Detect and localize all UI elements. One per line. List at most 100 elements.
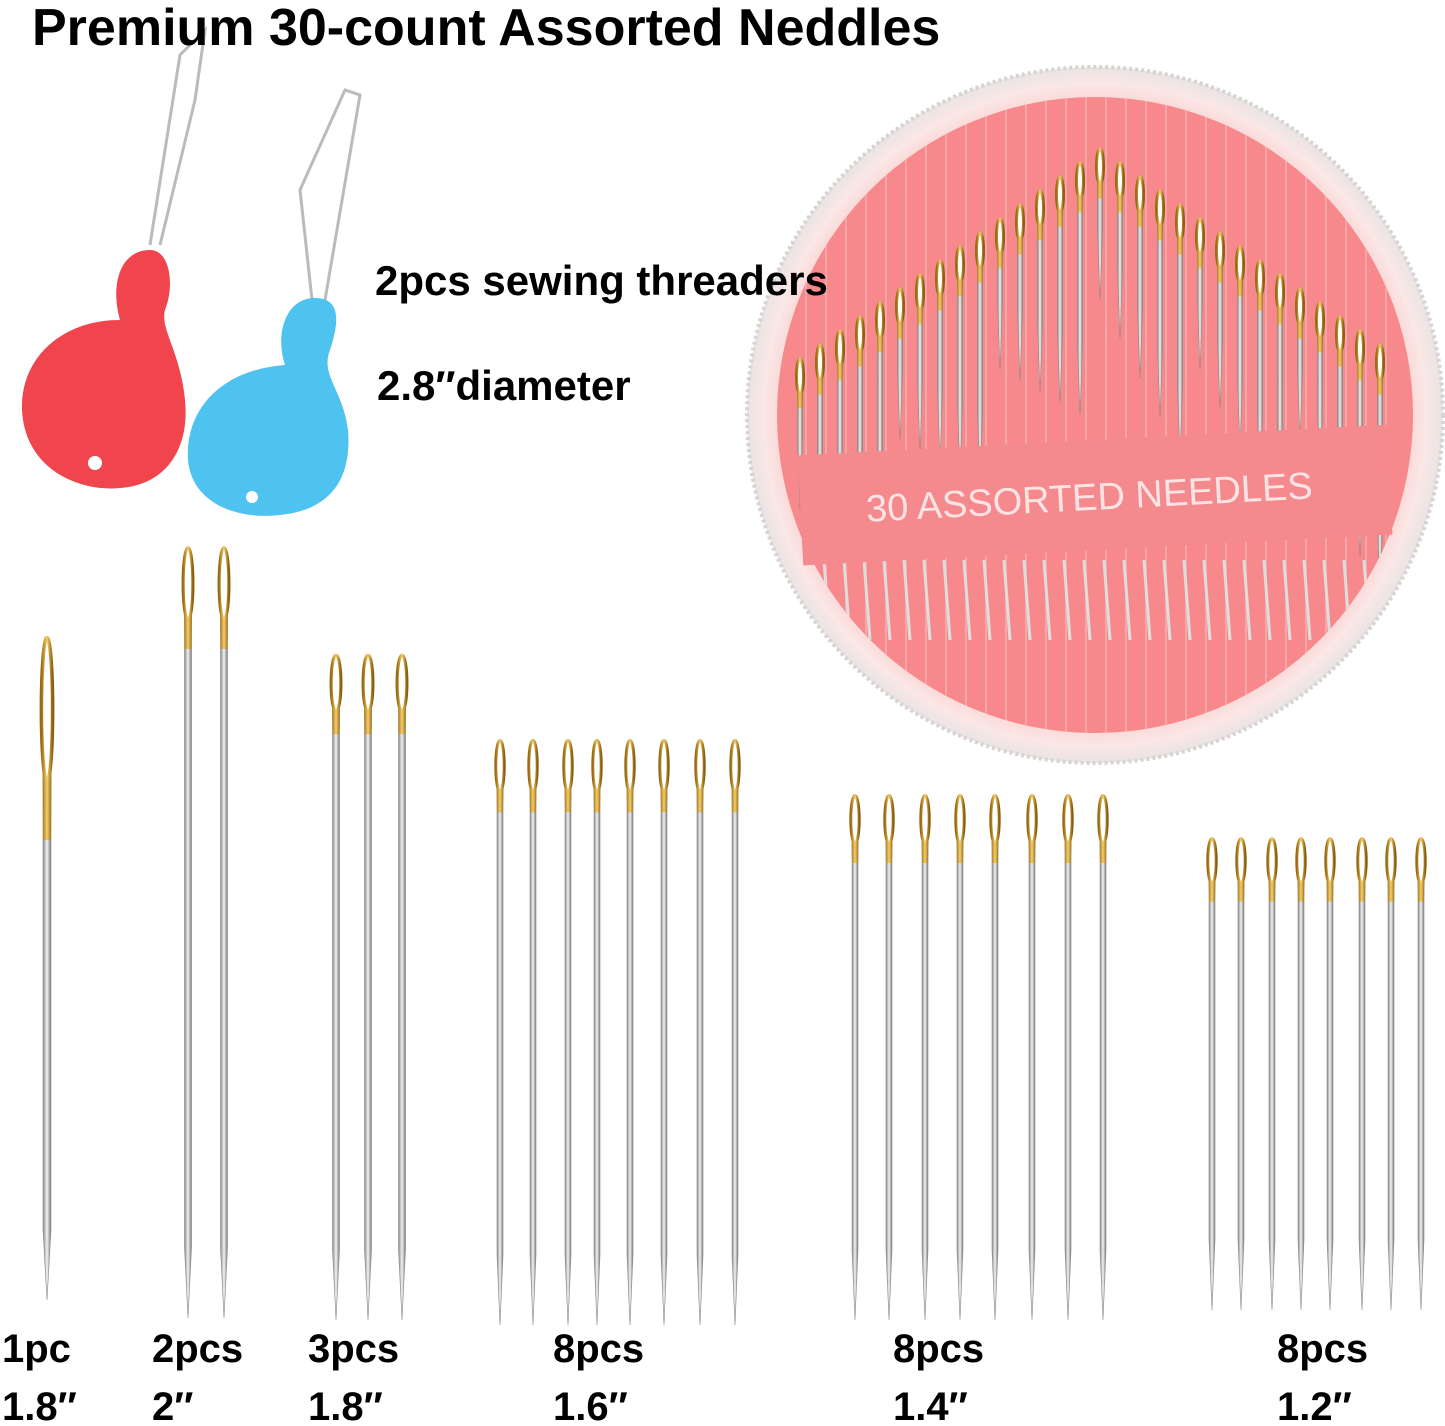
needle-shaft — [1099, 826, 1107, 1321]
case-needle-lower — [882, 559, 892, 641]
group-count: 1pc — [2, 1327, 71, 1371]
needle-eye — [989, 794, 1001, 845]
needle-eye — [1295, 837, 1307, 885]
case-needle-lower — [1322, 559, 1332, 641]
needle-shaft — [885, 826, 893, 1321]
needle-eye — [39, 635, 55, 784]
needle-eye — [795, 357, 805, 396]
needle — [1055, 175, 1065, 404]
needle — [995, 217, 1005, 371]
needle-eye — [1026, 794, 1038, 845]
needle — [494, 738, 506, 1326]
needle-eye — [975, 231, 985, 270]
needle-eye — [624, 738, 636, 794]
case-needle-lower — [902, 559, 912, 641]
needle-shaft — [332, 691, 340, 1321]
group-count: 8pcs — [1277, 1327, 1368, 1371]
needle — [919, 794, 931, 1321]
threaders — [21, 25, 362, 516]
needle-eye — [995, 217, 1005, 256]
needle-eye — [527, 738, 539, 794]
needle — [1015, 203, 1025, 382]
needle — [1095, 147, 1105, 301]
needle-eye — [1015, 203, 1025, 242]
needle-eye — [658, 738, 670, 794]
needle — [1295, 837, 1307, 1311]
needle-eye — [494, 738, 506, 794]
needle — [1195, 217, 1205, 371]
case-needle-lower — [1022, 559, 1032, 641]
needle — [955, 245, 965, 474]
group-count: 8pcs — [553, 1327, 644, 1371]
needle-eye — [329, 653, 343, 713]
needle — [39, 635, 55, 1301]
needle — [1135, 175, 1145, 379]
needle-eye — [1415, 837, 1427, 885]
group-length: 1.8″ — [308, 1385, 383, 1426]
needle — [395, 653, 409, 1321]
needle-shaft — [731, 773, 739, 1326]
needle-shaft — [184, 594, 192, 1319]
needle — [1206, 837, 1218, 1311]
needle-eye — [694, 738, 706, 794]
case-needle-lower — [962, 559, 972, 641]
needle — [954, 794, 966, 1321]
needle — [1035, 189, 1045, 393]
needle-eye — [915, 273, 925, 312]
case-needle-lower — [1222, 559, 1232, 641]
needle-eye — [1385, 837, 1397, 885]
needle-eye — [361, 653, 375, 713]
needle-eye — [815, 343, 825, 382]
case-needle-lower — [1282, 559, 1292, 641]
group-length: 2″ — [152, 1385, 193, 1426]
needle-shaft — [626, 773, 634, 1326]
needle-eye — [1295, 287, 1305, 326]
needle — [1175, 203, 1185, 457]
needle-eye — [955, 245, 965, 284]
needle-shaft — [1237, 867, 1245, 1311]
case-needle-lower — [1062, 559, 1072, 641]
needle-eye — [1062, 794, 1074, 845]
case-needle-lower — [1262, 559, 1272, 641]
needle-eye — [855, 315, 865, 354]
needle-eye — [1255, 259, 1265, 298]
needle — [591, 738, 603, 1326]
needle — [1415, 837, 1427, 1311]
needle-eye — [181, 546, 195, 622]
needle-shaft — [1358, 867, 1366, 1311]
case-needle-lower — [862, 559, 872, 641]
needle-shaft — [564, 773, 572, 1326]
case-needle-lower — [1122, 559, 1132, 641]
needle-eye — [919, 794, 931, 845]
case-needle-lower — [1182, 559, 1192, 641]
needle-shaft — [364, 691, 372, 1321]
needle-eye — [1095, 147, 1105, 186]
needle-eye — [1356, 837, 1368, 885]
needle — [849, 794, 861, 1321]
needle — [1235, 837, 1247, 1311]
group-count: 2pcs — [152, 1327, 243, 1371]
needle — [1295, 287, 1305, 441]
needle — [1062, 794, 1074, 1321]
needle-eye — [883, 794, 895, 845]
needle-eye — [1115, 161, 1125, 200]
needle-eye — [1235, 837, 1247, 885]
needle-shaft — [956, 826, 964, 1321]
needle — [1215, 231, 1225, 410]
needle — [694, 738, 706, 1326]
needle-eye — [591, 738, 603, 794]
needle-shaft — [1208, 867, 1216, 1311]
diameter-label: 2.8″diameter — [377, 362, 631, 409]
needle — [1324, 837, 1336, 1311]
needle-shaft — [496, 773, 504, 1326]
needle-shaft — [1297, 867, 1305, 1311]
needle-eye — [1235, 245, 1245, 284]
needle — [181, 546, 195, 1319]
case-needle-lower — [942, 559, 952, 641]
needle-shaft — [529, 773, 537, 1326]
needle-shaft — [851, 826, 859, 1321]
needle — [915, 273, 925, 452]
title: Premium 30-count Assorted Neddles — [32, 0, 940, 57]
needle-eye — [1175, 203, 1185, 242]
